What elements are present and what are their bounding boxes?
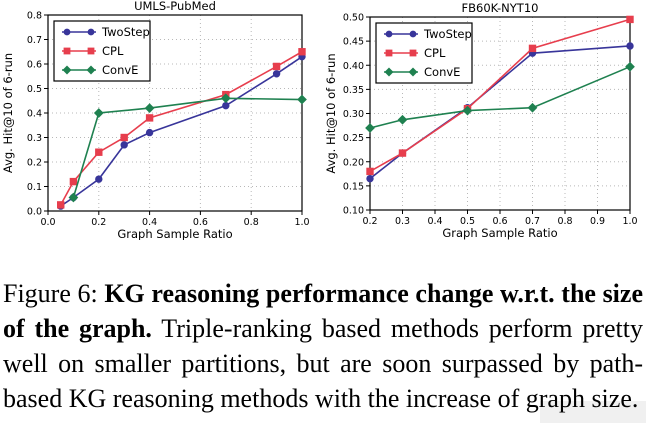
y-tick-label: 0.25 [343,133,364,144]
data-marker [409,30,417,38]
data-marker [297,94,307,105]
data-marker [527,102,538,113]
caption-figure-label: Figure 6: [3,279,105,308]
data-marker [385,49,393,57]
y-tick-label: 0.30 [343,109,364,120]
y-tick-label: 0.3 [27,133,42,144]
data-marker [120,133,128,142]
data-marker [398,149,407,157]
y-tick-label: 0.6 [27,60,42,71]
data-marker [87,28,95,36]
data-marker [365,123,375,133]
chart-umls-pubmed: 0.0 0.1 0.2 0.3 0.4 0.5 0.6 0.7 0.8 0.0 0.2 0.4 0.6 0… [1,0,310,240]
y-axis-label: Avg. Hit@10 of 6-run [324,53,338,173]
y-tick-label: 0.45 [343,37,364,48]
data-marker [63,47,71,55]
data-marker [93,108,104,118]
legend-label-conve: ConvE [102,63,138,77]
data-marker [272,62,281,71]
data-marker [62,65,72,75]
data-marker [298,48,306,56]
data-marker [462,105,473,116]
plot-frame [369,16,631,211]
data-marker [95,148,103,156]
data-marker [86,65,96,75]
data-marker [528,44,537,53]
data-marker [408,67,418,77]
series-line-twostep [60,55,303,207]
legend-label-twostep: TwoStep [101,25,150,39]
y-tick-label: 0.7 [27,35,42,46]
scan-artifact [540,401,646,423]
x-tick-label: 1.0 [294,217,309,228]
data-marker [626,15,634,24]
data-marker [626,42,634,50]
x-tick-label: 0.7 [525,216,540,227]
data-marker [625,61,635,72]
data-marker [145,114,154,122]
legend-label-conve: ConvE [424,65,460,79]
y-tick-label: 0.10 [343,206,364,217]
plot-frame [47,14,303,212]
data-marker [68,192,79,203]
figure-caption: Figure 6: KG reasoning performance chang… [3,276,643,416]
y-tick-label: 0.40 [343,61,364,72]
data-marker [366,167,374,176]
data-marker [57,201,65,209]
data-marker [409,49,417,57]
x-tick-label: 0.6 [492,216,507,227]
legend-label-cpl: CPL [424,46,446,60]
x-tick-label: 1.0 [622,216,637,227]
x-axis-label: Graph Sample Ratio [117,227,232,240]
legend-label-cpl: CPL [102,44,124,58]
x-tick-label: 0.4 [142,217,157,228]
x-tick-label: 0.8 [244,217,259,228]
chart-title: UMLS-PubMed [134,0,216,13]
y-tick-label: 0.8 [27,11,42,22]
x-tick-label: 0.6 [193,217,208,228]
x-tick-label: 0.0 [40,217,55,228]
y-tick-label: 0.5 [27,84,42,95]
data-marker [145,128,154,137]
data-marker [385,30,393,38]
x-axis-label: Graph Sample Ratio [442,226,557,240]
data-marker [220,93,231,104]
x-tick-label: 0.2 [362,216,377,227]
y-tick-label: 0.35 [343,85,364,96]
x-tick-label: 0.8 [557,216,572,227]
x-tick-label: 0.4 [427,216,442,227]
y-tick-label: 0.15 [343,181,364,192]
y-tick-label: 0.1 [27,182,42,193]
caption-body-text: Triple-ranking based methods perform pre… [3,314,643,414]
y-tick-label: 0.20 [343,157,364,168]
legend-label-twostep: TwoStep [423,27,472,41]
y-axis-label: Avg. Hit@10 of 6-run [1,53,15,173]
data-marker [95,175,103,183]
data-marker [69,177,78,186]
x-tick-label: 0.9 [590,216,605,227]
data-marker [144,103,155,113]
chart-fb60k-nyt10: 0.10 0.15 0.20 0.25 0.30 0.35 0.40 0.45 0.50 0.2 0… [324,1,638,240]
data-marker [222,101,230,110]
chart-title: FB60K-NYT10 [462,1,539,15]
x-tick-label: 0.3 [395,216,410,227]
y-tick-label: 0.4 [27,109,42,120]
data-marker [63,28,71,36]
x-tick-label: 0.2 [91,217,106,228]
y-tick-label: 0.50 [343,13,364,24]
data-marker [87,47,95,55]
y-tick-label: 0.2 [27,158,42,169]
x-tick-label: 0.5 [460,216,475,227]
caption-bold-title: KG reasoning performance change w.r.t. t… [3,279,643,344]
data-marker [120,141,128,149]
data-marker [397,114,408,125]
data-marker [384,67,394,77]
data-marker [272,70,281,78]
series-line-cpl [59,51,303,206]
data-marker [366,174,374,183]
y-tick-label: 0.0 [27,207,42,218]
figure-panels: 0.0 0.1 0.2 0.3 0.4 0.5 0.6 0.7 0.8 0.0 0.2 0.4 0.6 0… [1,0,638,240]
